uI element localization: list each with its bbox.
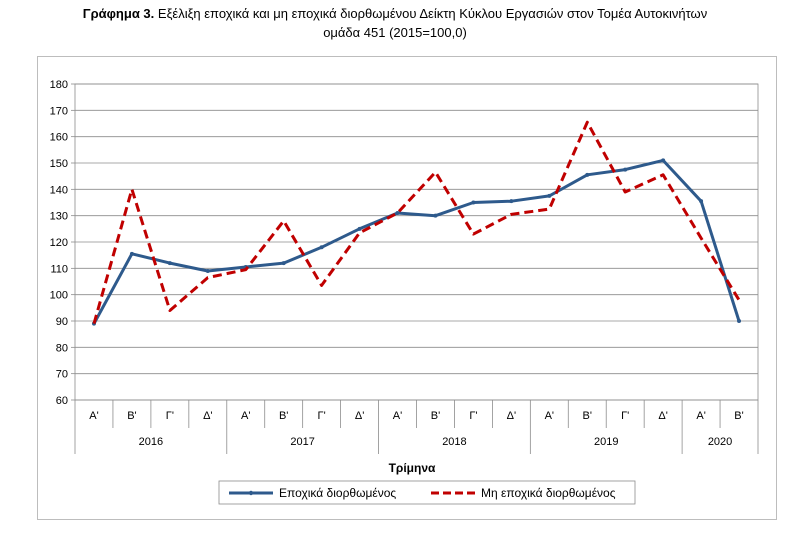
chart-title-line2: ομάδα 451 (2015=100,0) <box>323 25 467 40</box>
data-point <box>357 226 362 231</box>
chart-frame <box>37 56 777 520</box>
x-tick-label: Α' <box>89 410 98 422</box>
y-tick-label: 150 <box>50 158 68 170</box>
chart-title-line1: Γράφημα 3. Εξέλιξη εποχικά και μη εποχικ… <box>0 4 790 23</box>
x-tick-label: Α' <box>545 410 554 422</box>
data-point <box>585 172 590 177</box>
year-label: 2016 <box>139 436 163 448</box>
y-tick-label: 170 <box>50 105 68 117</box>
series-lines <box>91 120 742 326</box>
data-point <box>167 261 172 266</box>
x-tick-label: Β' <box>734 410 743 422</box>
x-tick-label: Α' <box>696 410 705 422</box>
x-axis: Α' Β' Γ' Δ' Α' Β' Γ' Δ' Α' Β' Γ' Δ' Α' Β' Γ' Δ' Α' Β' 2016… <box>74 400 759 454</box>
legend-box <box>218 480 636 505</box>
y-tick-label: 70 <box>56 369 68 381</box>
data-point <box>623 167 628 172</box>
year-label: 2020 <box>708 436 732 448</box>
chart-title-text: Εξέλιξη εποχικά και μη εποχικά διορθωμέν… <box>157 6 708 21</box>
y-tick-label: 80 <box>56 342 68 354</box>
data-point <box>433 213 438 218</box>
x-axis-label: Τρίμηνα <box>389 461 436 475</box>
legend-label-2: Μη εποχικά διορθωμένος <box>481 486 616 500</box>
legend-label-1: Εποχικά διορθωμένος <box>279 486 396 500</box>
chart-title-prefix: Γράφημα 3. <box>82 6 155 21</box>
year-label: 2019 <box>594 436 618 448</box>
x-tick-label: Δ' <box>355 410 364 422</box>
x-tick-label: Δ' <box>507 410 516 422</box>
data-point <box>281 261 286 266</box>
data-point <box>661 158 666 163</box>
y-axis: 60 70 80 90 100 110 120 130 140 150 160 170 180 <box>50 79 75 407</box>
x-tick-label: Β' <box>431 410 440 422</box>
y-tick-label: 130 <box>50 211 68 223</box>
data-point <box>319 245 324 250</box>
x-tick-label: Δ' <box>203 410 212 422</box>
chart-title: Γράφημα 3. Εξέλιξη εποχικά και μη εποχικ… <box>0 4 790 42</box>
legend-marker <box>248 490 254 496</box>
data-point <box>699 199 704 204</box>
x-tick-label: Β' <box>583 410 592 422</box>
y-tick-label: 90 <box>56 316 68 328</box>
year-label: 2017 <box>290 436 314 448</box>
x-tick-label: Γ' <box>469 410 477 422</box>
legend: Εποχικά διορθωμένος Μη εποχικά διορθωμένο… <box>218 480 636 505</box>
y-tick-label: 180 <box>50 79 68 91</box>
data-point <box>471 200 476 205</box>
data-point <box>509 199 514 204</box>
y-tick-label: 60 <box>56 395 68 407</box>
series-line-1 <box>92 158 741 325</box>
x-tick-label: Γ' <box>166 410 174 422</box>
y-tick-label: 110 <box>50 263 68 275</box>
data-point <box>129 251 134 256</box>
y-tick-label: 140 <box>50 184 68 196</box>
x-tick-label: Γ' <box>318 410 326 422</box>
y-tick-label: 120 <box>50 237 68 249</box>
data-point <box>395 211 400 216</box>
year-label: 2018 <box>442 436 466 448</box>
series-line-2 <box>92 120 741 325</box>
x-tick-label: Β' <box>127 410 136 422</box>
y-tick-label: 100 <box>50 290 68 302</box>
data-point <box>737 319 742 323</box>
data-point <box>547 193 552 198</box>
x-tick-label: Β' <box>279 410 288 422</box>
y-tick-label: 160 <box>50 132 68 144</box>
gridlines <box>74 83 759 401</box>
x-tick-label: Γ' <box>621 410 629 422</box>
x-tick-label: Α' <box>393 410 402 422</box>
x-tick-label: Α' <box>241 410 250 422</box>
x-tick-label: Δ' <box>658 410 667 422</box>
data-point <box>205 268 210 273</box>
